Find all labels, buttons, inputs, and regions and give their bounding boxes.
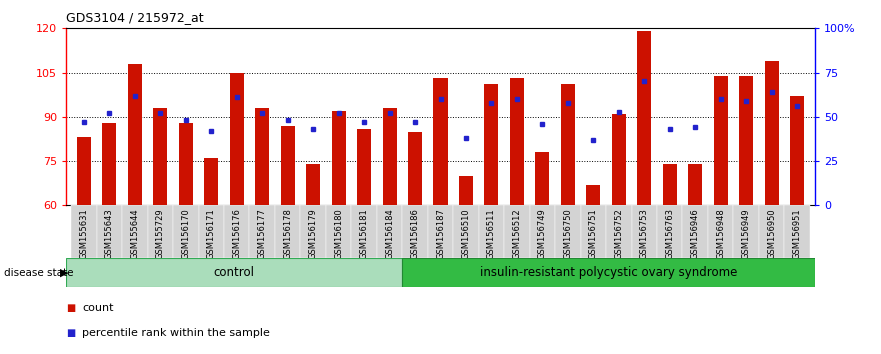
FancyBboxPatch shape	[683, 205, 708, 258]
FancyBboxPatch shape	[224, 205, 249, 258]
Text: GSM156181: GSM156181	[359, 208, 368, 259]
FancyBboxPatch shape	[504, 205, 529, 258]
Bar	[510, 79, 524, 205]
FancyBboxPatch shape	[759, 205, 784, 258]
Text: GSM156176: GSM156176	[233, 208, 241, 259]
Bar	[102, 123, 116, 205]
FancyBboxPatch shape	[122, 205, 148, 258]
Text: GDS3104 / 215972_at: GDS3104 / 215972_at	[66, 11, 204, 24]
FancyBboxPatch shape	[555, 205, 581, 258]
FancyBboxPatch shape	[657, 205, 683, 258]
FancyBboxPatch shape	[403, 205, 428, 258]
Text: GSM156177: GSM156177	[258, 208, 267, 259]
FancyBboxPatch shape	[198, 205, 224, 258]
Bar	[714, 75, 728, 205]
Bar	[663, 164, 677, 205]
Bar	[255, 108, 270, 205]
Bar	[204, 158, 218, 205]
Text: GSM156751: GSM156751	[589, 208, 598, 259]
Text: GSM156753: GSM156753	[640, 208, 648, 259]
Text: GSM156187: GSM156187	[436, 208, 445, 259]
Text: count: count	[82, 303, 114, 313]
Text: ▶: ▶	[60, 268, 69, 278]
Bar	[230, 73, 244, 205]
FancyBboxPatch shape	[173, 205, 198, 258]
FancyBboxPatch shape	[249, 205, 275, 258]
FancyBboxPatch shape	[352, 205, 377, 258]
FancyBboxPatch shape	[300, 205, 326, 258]
Text: GSM156949: GSM156949	[742, 208, 751, 259]
Text: GSM156178: GSM156178	[283, 208, 292, 259]
FancyBboxPatch shape	[97, 205, 122, 258]
Bar	[536, 152, 550, 205]
Text: GSM155631: GSM155631	[79, 208, 88, 259]
Bar	[485, 84, 499, 205]
FancyBboxPatch shape	[708, 205, 733, 258]
FancyBboxPatch shape	[403, 258, 815, 287]
Bar	[765, 61, 779, 205]
FancyBboxPatch shape	[453, 205, 478, 258]
Text: GSM156184: GSM156184	[385, 208, 394, 259]
Text: GSM156186: GSM156186	[411, 208, 419, 259]
Text: GSM155643: GSM155643	[105, 208, 114, 259]
Bar	[128, 64, 142, 205]
FancyBboxPatch shape	[478, 205, 504, 258]
Text: GSM156750: GSM156750	[563, 208, 573, 259]
FancyBboxPatch shape	[529, 205, 555, 258]
Bar	[561, 84, 575, 205]
Text: GSM156946: GSM156946	[691, 208, 700, 259]
FancyBboxPatch shape	[733, 205, 759, 258]
FancyBboxPatch shape	[606, 205, 632, 258]
FancyBboxPatch shape	[71, 205, 97, 258]
Text: GSM156948: GSM156948	[716, 208, 725, 259]
Text: GSM156180: GSM156180	[334, 208, 343, 259]
Bar	[306, 164, 320, 205]
Bar	[357, 129, 371, 205]
Text: GSM155644: GSM155644	[130, 208, 139, 259]
FancyBboxPatch shape	[326, 205, 352, 258]
Text: GSM156752: GSM156752	[614, 208, 623, 259]
Text: control: control	[214, 266, 255, 279]
Text: ■: ■	[66, 328, 75, 338]
FancyBboxPatch shape	[66, 258, 403, 287]
Text: GSM156749: GSM156749	[538, 208, 547, 259]
Bar	[739, 75, 753, 205]
Text: GSM156512: GSM156512	[513, 208, 522, 259]
Text: GSM156179: GSM156179	[308, 208, 318, 259]
FancyBboxPatch shape	[377, 205, 403, 258]
FancyBboxPatch shape	[428, 205, 453, 258]
FancyBboxPatch shape	[275, 205, 300, 258]
FancyBboxPatch shape	[148, 205, 173, 258]
Text: GSM156763: GSM156763	[665, 208, 674, 259]
Text: GSM156171: GSM156171	[207, 208, 216, 259]
Text: GSM156170: GSM156170	[181, 208, 190, 259]
Bar	[790, 96, 804, 205]
Bar	[77, 137, 91, 205]
Text: ■: ■	[66, 303, 75, 313]
Bar	[637, 31, 651, 205]
Bar	[433, 79, 448, 205]
Bar	[281, 126, 294, 205]
Text: GSM156951: GSM156951	[793, 208, 802, 259]
Bar	[459, 176, 473, 205]
FancyBboxPatch shape	[632, 205, 657, 258]
Bar	[153, 108, 167, 205]
Text: percentile rank within the sample: percentile rank within the sample	[82, 328, 270, 338]
Text: disease state: disease state	[4, 268, 78, 278]
Text: GSM155729: GSM155729	[156, 208, 165, 259]
Bar	[408, 132, 422, 205]
Bar	[587, 185, 600, 205]
Text: GSM156950: GSM156950	[767, 208, 776, 259]
Bar	[331, 111, 345, 205]
Bar	[382, 108, 396, 205]
Text: GSM156510: GSM156510	[462, 208, 470, 259]
FancyBboxPatch shape	[784, 205, 810, 258]
Text: insulin-resistant polycystic ovary syndrome: insulin-resistant polycystic ovary syndr…	[480, 266, 737, 279]
FancyBboxPatch shape	[581, 205, 606, 258]
Bar	[611, 114, 626, 205]
Bar	[688, 164, 702, 205]
Bar	[179, 123, 193, 205]
Text: GSM156511: GSM156511	[487, 208, 496, 259]
